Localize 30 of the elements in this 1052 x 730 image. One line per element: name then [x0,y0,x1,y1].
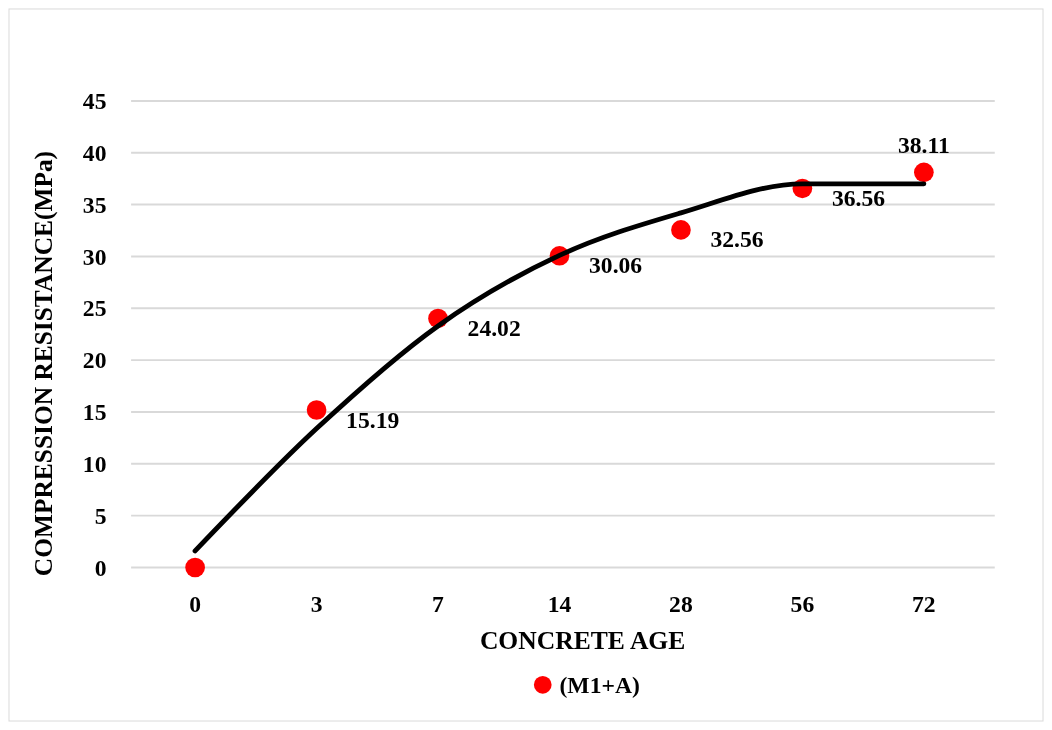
point [306,400,327,420]
y-tick-label: 0 [94,554,107,581]
x-tick-label: 72 [912,591,936,618]
x-tick-label: 14 [547,591,572,618]
point [185,557,205,578]
y-axis-title: COMPRESSION RESISTANCE(MPa) [29,150,59,577]
x-tick-label: 0 [189,591,202,618]
legend-label: (M1+A) [559,672,640,699]
data-label: 38.11 [897,131,950,158]
point [671,220,691,240]
y-tick-label: 30 [82,243,107,270]
data-label: 30.06 [589,252,643,279]
y-tick-label: 45 [82,88,107,115]
data-label: 32.56 [710,226,764,253]
data-label: 15.19 [346,406,400,433]
y-tick-label: 5 [94,502,107,529]
y-tick-label: 25 [82,295,107,322]
x-tick-label: 28 [669,591,693,618]
y-tick-label: 40 [82,140,107,166]
x-axis-title: CONCRETE AGE [479,625,686,655]
x-tick-label: 7 [432,591,445,618]
x-tick-label: 3 [310,591,323,618]
data-label: 24.02 [467,315,521,342]
y-tick-label: 10 [82,451,107,477]
x-tick-label: 56 [790,591,815,618]
point [914,162,934,183]
y-tick-label: 15 [82,399,107,426]
data-label: 36.56 [831,185,886,212]
y-tick-label: 35 [82,191,107,218]
y-tick-label: 20 [82,347,107,374]
